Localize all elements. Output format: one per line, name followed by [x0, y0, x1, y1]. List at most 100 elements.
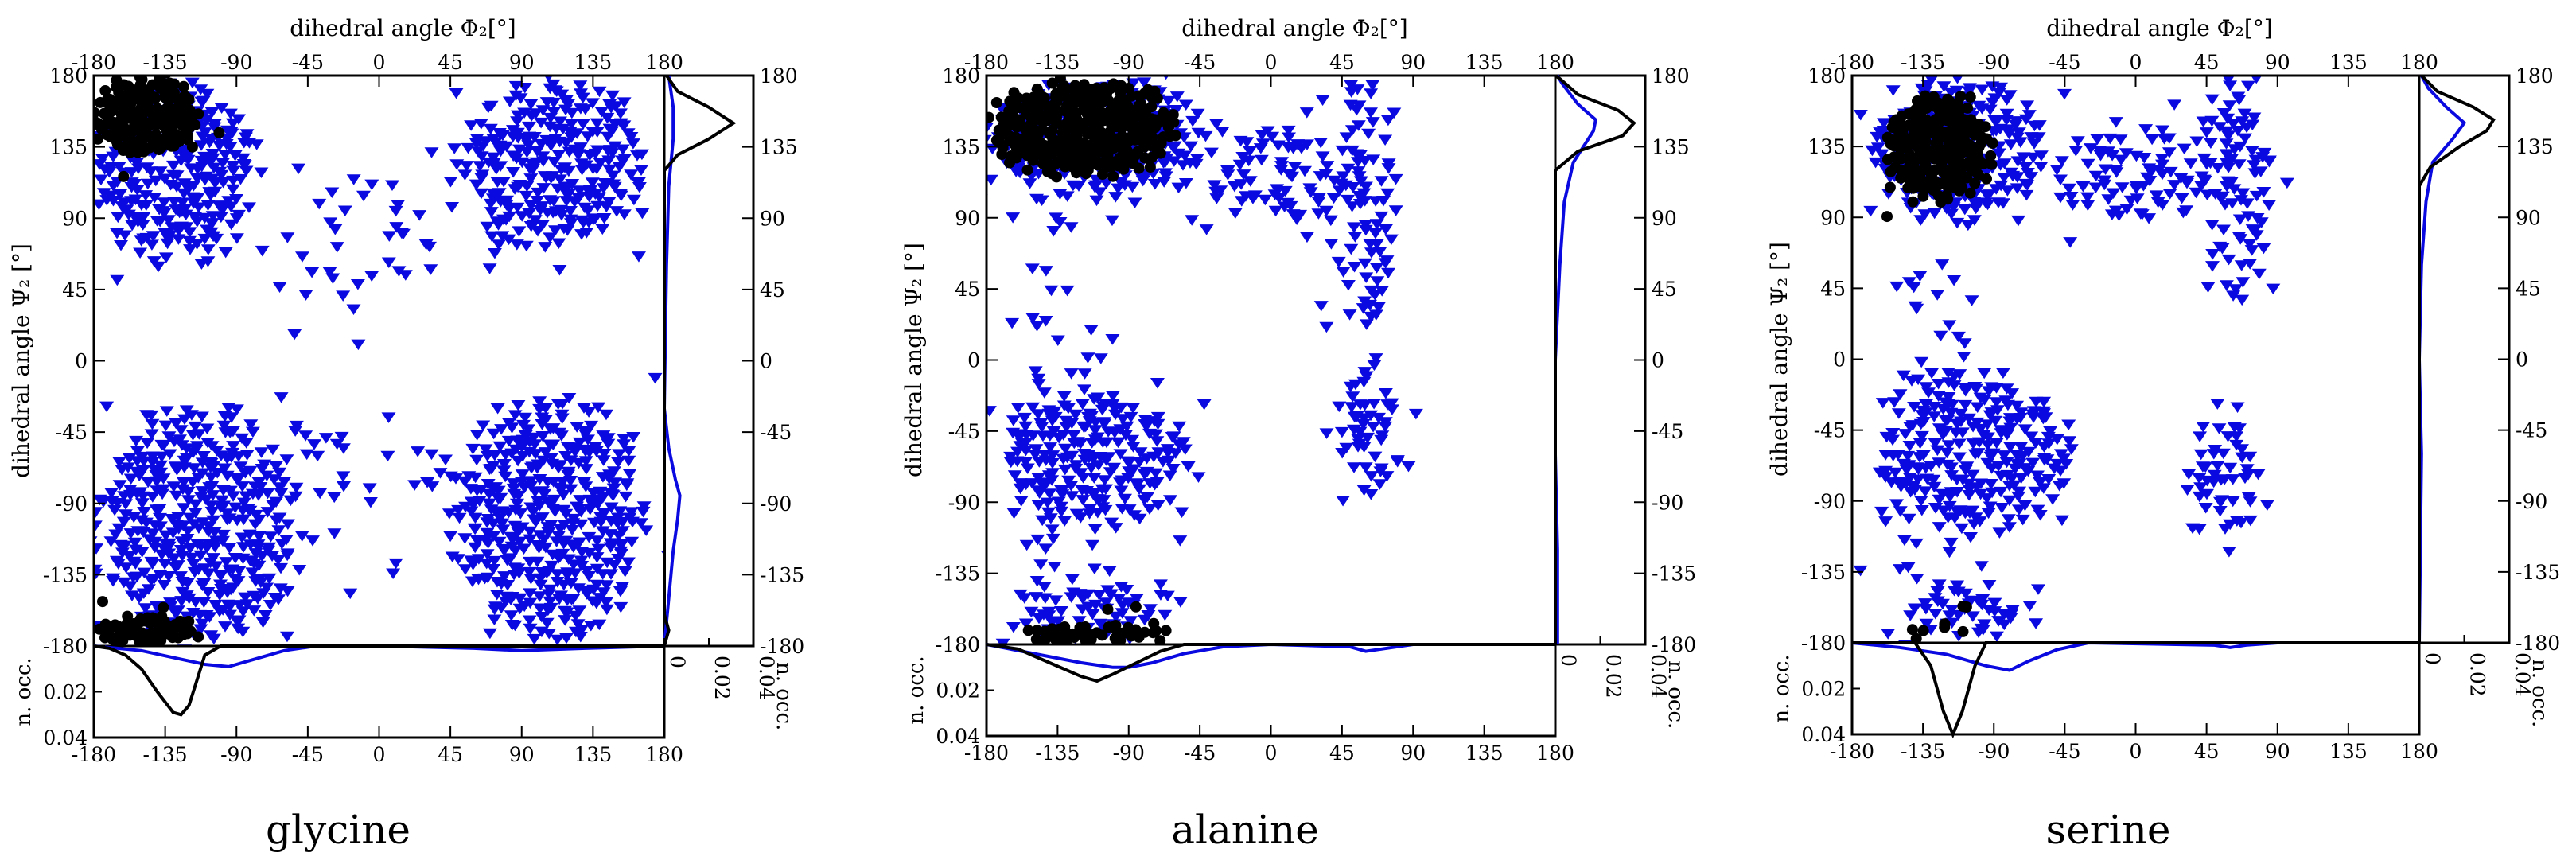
black-point	[1115, 123, 1127, 134]
blue-point	[274, 488, 289, 500]
blue-point	[124, 182, 139, 193]
black-point	[1169, 130, 1181, 142]
blue-cluster	[94, 392, 320, 646]
blue-point	[504, 448, 519, 460]
blue-point	[2189, 187, 2204, 199]
blue-point	[2145, 134, 2160, 146]
blue-point	[2049, 165, 2064, 176]
occ-tick-label-bottom: 0.04	[43, 726, 88, 749]
blue-point	[1271, 193, 1286, 204]
y-tick-label-left: 135	[942, 135, 980, 158]
blue-point	[2062, 436, 2077, 447]
blue-point	[213, 570, 228, 582]
blue-point	[207, 122, 222, 134]
blue-point	[188, 508, 203, 519]
blue-point	[1909, 303, 1924, 315]
black-point	[1046, 77, 1058, 89]
blue-point	[1903, 487, 1918, 498]
blue-point	[518, 412, 532, 424]
blue-point	[336, 443, 351, 454]
blue-point	[106, 576, 121, 587]
blue-point	[1024, 606, 1039, 618]
blue-point	[1007, 470, 1022, 481]
blue-point	[1367, 399, 1382, 410]
blue-point	[2138, 124, 2154, 135]
blue-point	[2200, 189, 2215, 200]
blue-point	[1060, 285, 1075, 297]
blue-point	[2002, 416, 2018, 428]
blue-point	[2080, 158, 2095, 170]
right-marginal-axis-title: n. occ.	[2527, 659, 2551, 727]
blue-cluster	[2180, 399, 2274, 558]
blue-point	[156, 473, 171, 485]
blue-point	[279, 631, 294, 643]
blue-point	[554, 210, 569, 221]
blue-point	[1313, 301, 1329, 312]
blue-point	[130, 185, 145, 196]
black-point	[213, 127, 225, 138]
blue-point	[480, 549, 495, 560]
blue-point	[280, 232, 295, 243]
blue-point	[1178, 178, 1193, 189]
blue-point	[2251, 76, 2263, 84]
blue-point	[1902, 422, 1917, 433]
blue-point	[563, 206, 578, 217]
blue-point	[547, 506, 562, 518]
blue-point	[1331, 256, 1346, 268]
blue-point	[220, 514, 235, 526]
blue-point	[2243, 496, 2258, 508]
blue-point	[1898, 429, 1913, 440]
blue-point	[1964, 295, 1979, 306]
blue-phi-distribution-line	[1851, 640, 2419, 672]
blue-point	[1951, 452, 1967, 463]
y-tick-label-left: -180	[1801, 632, 1846, 655]
blue-point	[481, 102, 496, 114]
black-point	[1111, 100, 1123, 112]
blue-point	[145, 559, 160, 570]
blue-point	[1368, 228, 1383, 239]
blue-point	[1889, 281, 1905, 293]
blue-point	[193, 550, 208, 562]
black-phi-distribution-line	[986, 643, 1555, 683]
blue-point	[123, 473, 138, 485]
blue-point	[206, 515, 221, 527]
blue-point	[155, 488, 170, 500]
blue-point	[1006, 508, 1021, 520]
blue-point	[543, 140, 558, 152]
blue-point	[1359, 272, 1374, 283]
blue-point	[1076, 594, 1090, 605]
blue-point	[504, 422, 519, 434]
blue-point	[1347, 462, 1361, 473]
blue-point	[1057, 464, 1072, 476]
black-point	[1964, 187, 1976, 199]
blue-point	[480, 527, 495, 539]
blue-point	[492, 441, 508, 453]
blue-point	[604, 103, 619, 114]
black-point	[181, 628, 193, 640]
blue-point	[2167, 99, 2182, 111]
blue-point	[1025, 263, 1040, 274]
black-point	[1979, 121, 1991, 133]
blue-point	[573, 495, 588, 506]
blue-point	[1080, 486, 1094, 497]
blue-point	[536, 183, 551, 194]
blue-point	[2001, 514, 2016, 525]
blue-point	[1989, 631, 2004, 643]
blue-point	[424, 147, 439, 158]
blue-point	[561, 466, 576, 478]
blue-point	[181, 526, 195, 537]
blue-point	[1977, 395, 1992, 406]
blue-point	[1364, 488, 1379, 500]
y-tick-label-right: -90	[1652, 491, 1683, 514]
blue-point	[1344, 201, 1360, 212]
blue-point	[495, 130, 510, 142]
blue-point	[579, 566, 594, 577]
blue-point	[591, 543, 606, 555]
blue-point	[2189, 136, 2204, 147]
blue-point	[533, 573, 548, 585]
blue-point	[136, 588, 151, 599]
blue-point	[601, 433, 616, 444]
blue-point	[613, 586, 628, 597]
blue-point	[2010, 400, 2025, 412]
blue-point	[2011, 491, 2026, 503]
